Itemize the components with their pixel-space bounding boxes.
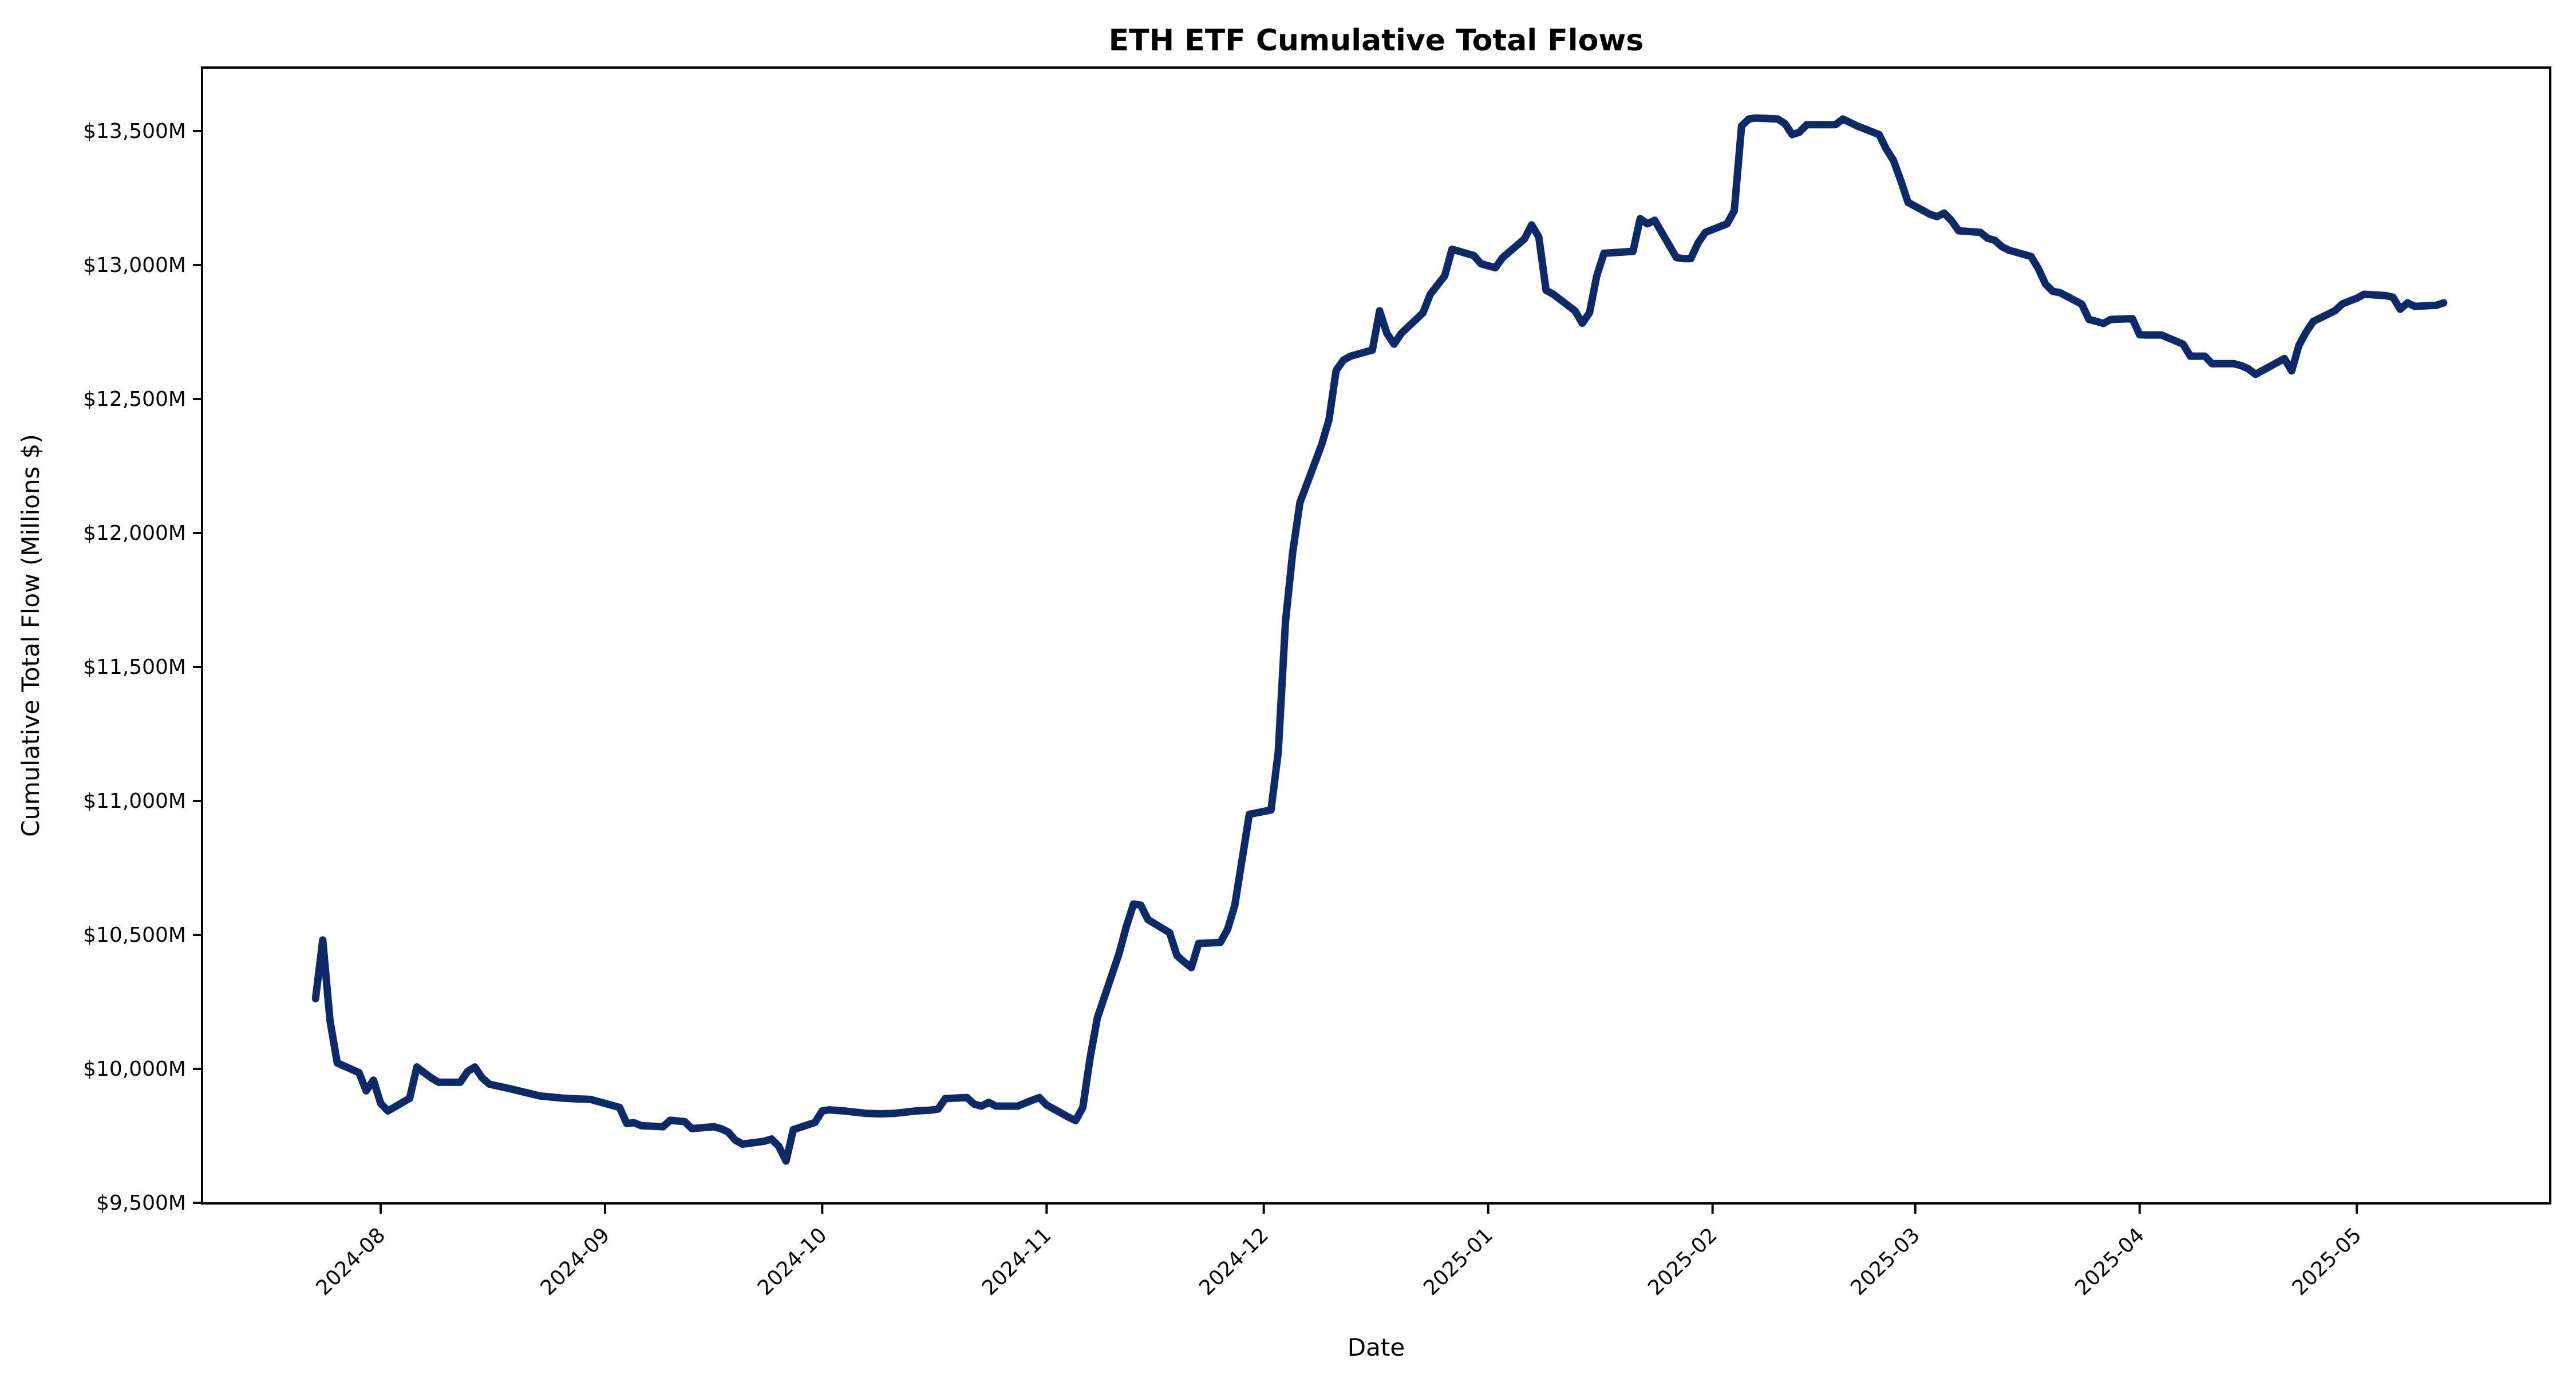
x-tick-label: 2025-01: [1419, 1223, 1498, 1300]
y-tick-label: $13,000M: [83, 254, 186, 277]
y-axis-ticks: $13,500M $13,000M $12,500M $12,000M $11,500M…: [83, 120, 202, 1215]
y-tick-label: $12,500M: [83, 388, 186, 411]
x-tick-label: 2024-12: [1195, 1223, 1273, 1300]
y-axis-title: Cumulative Total Flow (Millions $): [17, 434, 45, 837]
x-tick-label: 2025-03: [1846, 1223, 1925, 1300]
y-tick-label: $11,500M: [83, 656, 186, 679]
x-tick-label: 2024-11: [978, 1223, 1056, 1300]
x-tick-label: 2025-02: [1643, 1223, 1722, 1300]
y-tick-label: $10,000M: [83, 1057, 186, 1081]
x-tick-label: 2024-10: [753, 1223, 832, 1300]
x-axis-title: Date: [1348, 1333, 1405, 1361]
y-tick-label: $11,000M: [83, 789, 186, 813]
y-tick-label: $9,500M: [96, 1191, 186, 1215]
x-tick-label: 2024-08: [312, 1223, 390, 1300]
flow-line-series: [311, 114, 2448, 1165]
y-tick-label: $13,500M: [83, 120, 186, 143]
x-tick-label: 2025-05: [2288, 1223, 2366, 1300]
x-tick-label: 2024-09: [536, 1223, 615, 1300]
x-tick-label: 2025-04: [2071, 1223, 2149, 1300]
y-tick-label: $12,000M: [83, 522, 186, 545]
chart-title: ETH ETF Cumulative Total Flows: [1109, 23, 1644, 58]
plot-border: [201, 66, 2551, 1205]
y-tick-label: $10,500M: [83, 923, 186, 947]
x-axis-ticks: 2024-08 2024-09 2024-10 2024-11 2024-12 2025-…: [312, 1203, 2366, 1300]
